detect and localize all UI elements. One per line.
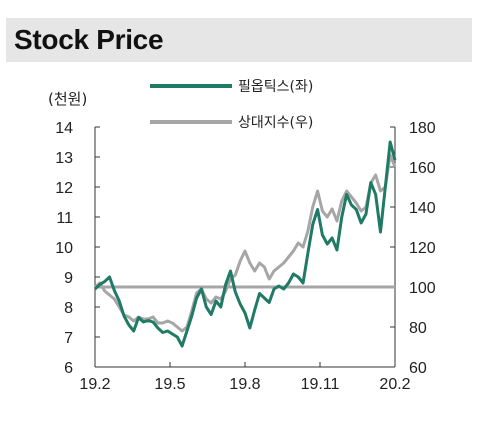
- left-tick-label: 14: [55, 120, 73, 137]
- right-tick-label: 100: [409, 280, 436, 297]
- x-tick-label: 20.2: [379, 376, 410, 393]
- left-tick-label: 9: [64, 270, 73, 287]
- left-tick-label: 12: [55, 180, 73, 197]
- left-tick-label: 13: [55, 150, 73, 167]
- series-line-relative-index: [94, 153, 397, 333]
- legend-label-price: 필옵틱스(좌): [238, 79, 313, 95]
- x-tick-label: 19.2: [79, 376, 110, 393]
- left-tick-label: 8: [64, 300, 73, 317]
- left-tick-label: 7: [64, 330, 73, 347]
- plot-area: [93, 140, 397, 348]
- right-tick-label: 140: [409, 200, 436, 217]
- axes: 6 7 8 9 10 11 12 13 14 60 80 100 120 140 160 180 19.2 19.…: [55, 120, 436, 393]
- page-title: Stock Price: [14, 24, 164, 55]
- title-bar: Stock Price: [6, 18, 472, 62]
- right-tick-label: 180: [409, 120, 436, 137]
- left-tick-label: 10: [55, 240, 73, 257]
- left-tick-label: 6: [64, 360, 73, 377]
- right-tick-label: 160: [409, 160, 436, 177]
- series-line-stock-price: [93, 140, 397, 348]
- left-axis-unit: (천원): [48, 90, 87, 108]
- legend: 필옵틱스(좌) 상대지수(우): [150, 79, 313, 131]
- right-tick-label: 60: [409, 360, 427, 377]
- legend-label-relative: 상대지수(우): [238, 115, 313, 131]
- left-tick-label: 11: [56, 210, 73, 227]
- right-tick-label: 80: [409, 320, 427, 337]
- right-tick-label: 120: [409, 240, 436, 257]
- x-tick-label: 19.11: [301, 376, 340, 393]
- x-tick-label: 19.5: [154, 376, 185, 393]
- x-tick-label: 19.8: [229, 376, 260, 393]
